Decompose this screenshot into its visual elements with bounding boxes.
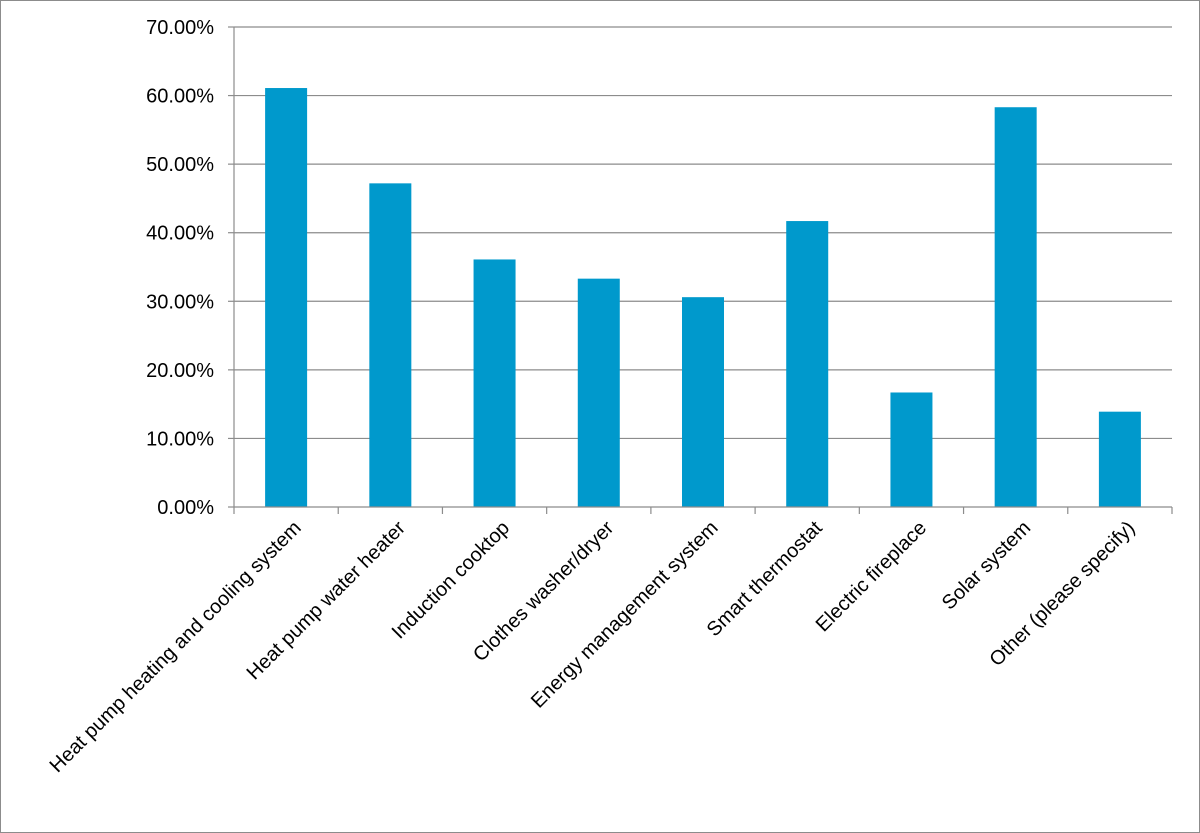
y-tick-label: 30.00% bbox=[146, 291, 214, 313]
y-tick-label: 10.00% bbox=[146, 428, 214, 450]
x-tick-label: Electric fireplace bbox=[812, 517, 931, 636]
y-tick-label: 50.00% bbox=[146, 154, 214, 176]
bar bbox=[786, 221, 829, 508]
bar bbox=[1098, 411, 1141, 507]
y-tick-label: 20.00% bbox=[146, 360, 214, 382]
x-tick-label: Energy management system bbox=[527, 517, 723, 713]
bar bbox=[265, 88, 308, 508]
x-tick-label: Solar system bbox=[938, 517, 1035, 614]
y-tick-label: 40.00% bbox=[146, 223, 214, 245]
y-tick-label: 60.00% bbox=[146, 86, 214, 108]
x-tick-labels: Heat pump heating and cooling systemHeat… bbox=[46, 517, 1140, 777]
x-tick-label: Smart thermostat bbox=[703, 517, 827, 641]
bar bbox=[473, 259, 516, 507]
bar bbox=[994, 107, 1037, 507]
y-tick-label: 70.00% bbox=[146, 17, 214, 39]
bar bbox=[890, 392, 933, 507]
bar bbox=[369, 183, 412, 508]
bars bbox=[265, 88, 1141, 508]
bar bbox=[577, 278, 620, 507]
y-tick-labels: 0.00% 10.00% 20.00% 30.00% 40.00% 50.00% 60.00… bbox=[146, 17, 214, 519]
y-tick-label: 0.00% bbox=[157, 497, 214, 519]
bar bbox=[682, 297, 724, 507]
axes bbox=[228, 26, 1173, 514]
